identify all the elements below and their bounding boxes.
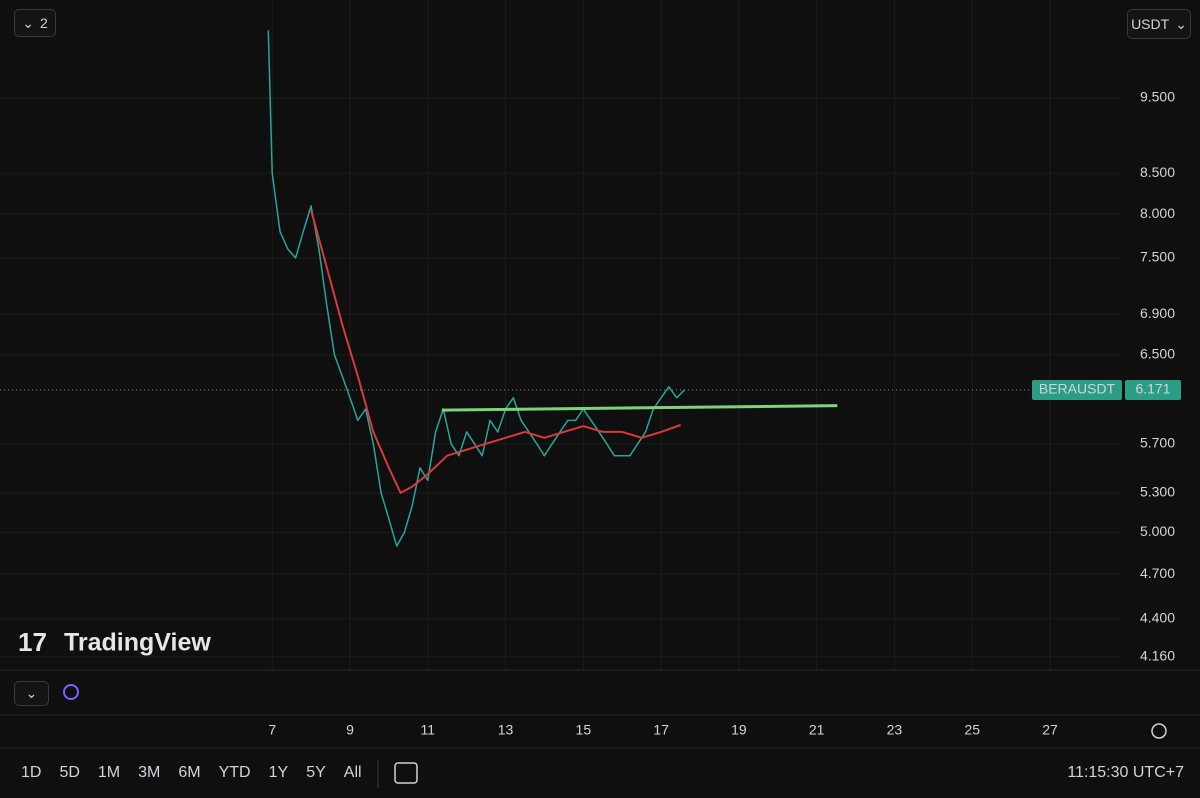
x-tick-label: 9 bbox=[346, 722, 354, 738]
y-tick-label: 5.700 bbox=[1140, 434, 1175, 450]
x-tick-label: 7 bbox=[268, 722, 276, 738]
range-button[interactable]: 5D bbox=[59, 764, 80, 781]
currency-button[interactable]: USDT ⌄ bbox=[1127, 9, 1191, 39]
price-tag bbox=[1125, 379, 1181, 400]
y-tick-label: 4.400 bbox=[1140, 610, 1175, 626]
x-tick-label: 19 bbox=[731, 722, 747, 738]
price-line bbox=[441, 404, 838, 412]
x-tick-label: 21 bbox=[809, 722, 825, 738]
price-line bbox=[267, 30, 685, 547]
range-button[interactable]: All bbox=[343, 764, 362, 781]
y-tick-label: 5.300 bbox=[1140, 484, 1175, 500]
x-tick-label: 17 bbox=[653, 722, 669, 738]
watermark: TradingView bbox=[64, 629, 211, 657]
compare-icon[interactable] bbox=[394, 762, 418, 784]
x-tick-label: 25 bbox=[964, 722, 980, 738]
chevron: ⌄ bbox=[1175, 15, 1187, 32]
range-button[interactable]: 1M bbox=[97, 764, 121, 781]
range-bar: 1D 5D 1M 3M 6M YTD 1Y 5Y All bbox=[12, 760, 371, 786]
range-button[interactable]: 6M bbox=[178, 764, 201, 781]
x-tick-label: 15 bbox=[576, 722, 592, 738]
y-tick-label: 8.000 bbox=[1140, 205, 1175, 221]
y-tick-label: 6.900 bbox=[1140, 305, 1175, 321]
range-button[interactable]: 1Y bbox=[268, 764, 289, 781]
y-tick-label: 6.500 bbox=[1140, 346, 1175, 362]
plot: 9.500 8.500 8.000 7.500 6.900 6.500 5.700 5.300… bbox=[0, 0, 1181, 738]
x-tick-label: 11 bbox=[421, 722, 436, 738]
y-tick-label: 4.700 bbox=[1140, 565, 1175, 581]
range-button[interactable]: 1D bbox=[21, 764, 42, 781]
range-button[interactable]: 3M bbox=[138, 764, 161, 781]
y-tick-label: 7.500 bbox=[1140, 249, 1175, 265]
layout-button[interactable]: ⌄ 2 bbox=[14, 9, 56, 37]
y-tick-label: 9.500 bbox=[1140, 89, 1175, 105]
sync-icon[interactable] bbox=[63, 684, 79, 700]
chevron: ⌄ bbox=[22, 14, 34, 31]
settings-icon[interactable] bbox=[1151, 723, 1167, 739]
y-tick-label: 8.500 bbox=[1140, 164, 1175, 180]
symbol-tag bbox=[1032, 379, 1122, 400]
y-tick-label: 4.160 bbox=[1140, 648, 1175, 664]
pane-toggle[interactable]: ⌄ bbox=[14, 681, 49, 706]
y-tick-label: 5.000 bbox=[1140, 523, 1175, 539]
symbol-label: BERAUSDT bbox=[1039, 381, 1116, 397]
range-button[interactable]: 5Y bbox=[306, 764, 326, 781]
layout-count: 2 bbox=[39, 15, 48, 31]
clock: 11:15:30 UTC+7 bbox=[1067, 764, 1184, 781]
price-line bbox=[310, 209, 681, 494]
x-tick-label: 13 bbox=[498, 722, 514, 738]
currency: USDT bbox=[1131, 16, 1170, 32]
watermark-logo: 17 bbox=[18, 627, 47, 657]
price-label: 6.171 bbox=[1135, 381, 1170, 397]
range-button[interactable]: YTD bbox=[218, 764, 251, 781]
x-tick-label: 23 bbox=[887, 722, 903, 738]
x-tick-label: 27 bbox=[1042, 722, 1058, 738]
